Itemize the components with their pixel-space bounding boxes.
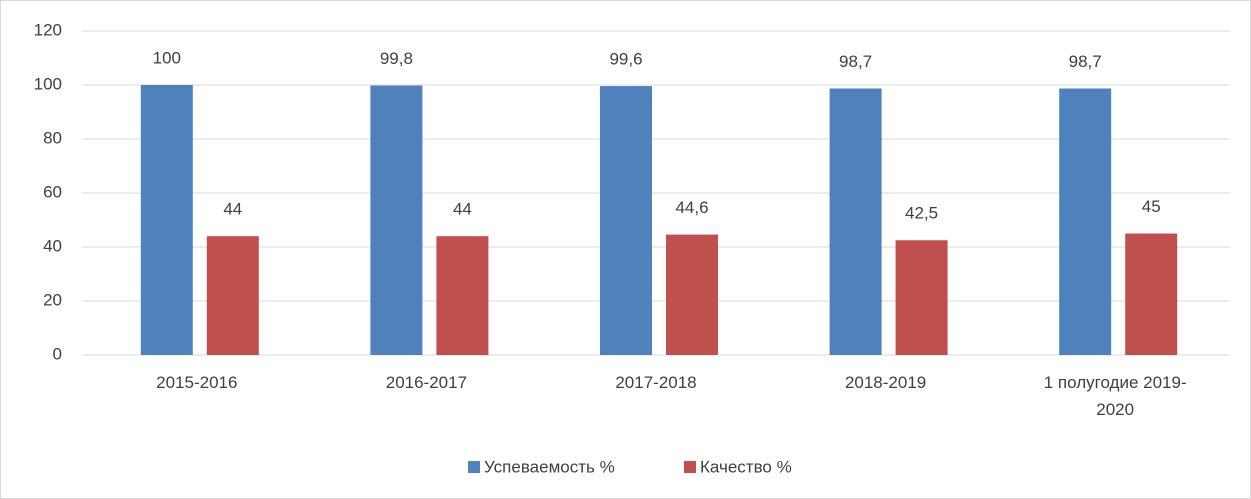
data-label: 44,6: [675, 198, 708, 217]
legend-label: Успеваемость %: [484, 457, 615, 476]
bar: [1125, 233, 1178, 355]
y-tick-label: 20: [43, 290, 62, 309]
bar: [140, 85, 193, 355]
legend-swatch: [684, 461, 696, 473]
bar: [829, 88, 882, 355]
bar: [600, 86, 652, 355]
data-label: 45: [1142, 197, 1161, 216]
y-tick-label: 40: [43, 236, 62, 255]
data-label: 98,7: [839, 52, 872, 71]
y-tick-label: 80: [43, 128, 62, 147]
x-tick-label: 2016-2017: [385, 373, 468, 392]
data-label: 99,6: [609, 50, 642, 69]
y-tick-label: 100: [34, 74, 62, 93]
data-label: 44: [223, 200, 242, 219]
bar: [666, 234, 718, 355]
bar: [1059, 88, 1112, 355]
x-tick-label: 1 полугодие 2019-2020: [1043, 373, 1187, 419]
y-tick-label: 0: [53, 344, 62, 363]
legend-swatch: [468, 461, 480, 473]
data-label: 100: [153, 48, 181, 67]
y-tick-label: 120: [34, 20, 62, 39]
x-tick-label: 2018-2019: [844, 373, 927, 392]
y-tick-label: 60: [43, 182, 62, 201]
x-tick-label: 2015-2016: [156, 373, 238, 392]
bar: [436, 236, 489, 355]
bar: [206, 236, 259, 355]
bar: [895, 240, 948, 355]
data-label: 42,5: [905, 204, 938, 223]
data-label: 44: [453, 200, 472, 219]
data-label: 98,7: [1069, 52, 1102, 71]
data-label: 99,8: [380, 49, 413, 68]
legend-label: Качество %: [700, 457, 792, 476]
x-tick-label: 2017-2018: [615, 373, 697, 392]
bar: [370, 85, 423, 355]
